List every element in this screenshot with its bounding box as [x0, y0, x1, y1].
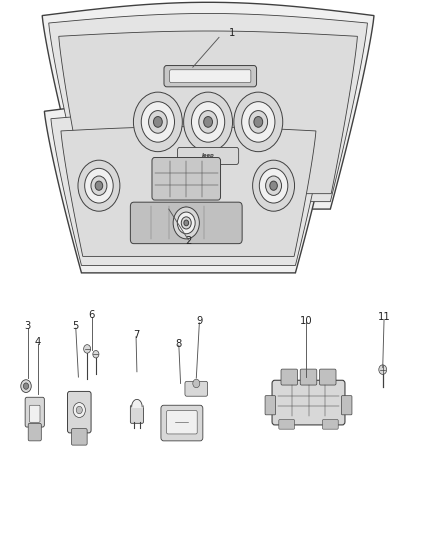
Text: 9: 9 [196, 316, 202, 326]
Text: 1: 1 [229, 28, 235, 38]
FancyBboxPatch shape [131, 405, 144, 423]
Circle shape [23, 383, 28, 389]
Circle shape [141, 102, 174, 142]
FancyBboxPatch shape [319, 369, 336, 385]
Circle shape [76, 406, 82, 414]
Circle shape [191, 102, 225, 142]
Circle shape [93, 351, 99, 358]
FancyBboxPatch shape [67, 391, 91, 433]
FancyBboxPatch shape [265, 395, 276, 415]
Circle shape [193, 379, 200, 387]
FancyBboxPatch shape [272, 380, 345, 425]
FancyBboxPatch shape [279, 419, 294, 429]
Text: 3: 3 [25, 321, 31, 331]
Polygon shape [42, 2, 374, 209]
Circle shape [148, 110, 167, 133]
Text: 8: 8 [176, 338, 182, 349]
Circle shape [265, 176, 282, 196]
Circle shape [254, 117, 263, 127]
Circle shape [173, 207, 199, 239]
Polygon shape [61, 127, 316, 256]
Circle shape [153, 117, 162, 127]
Circle shape [73, 402, 85, 417]
Circle shape [270, 181, 277, 190]
Circle shape [91, 176, 107, 196]
Circle shape [134, 92, 182, 152]
Text: 7: 7 [133, 329, 139, 340]
Circle shape [204, 117, 212, 127]
Text: 4: 4 [35, 337, 41, 347]
FancyBboxPatch shape [152, 158, 220, 200]
Circle shape [242, 102, 275, 142]
Circle shape [379, 365, 387, 374]
FancyBboxPatch shape [281, 369, 297, 385]
Circle shape [259, 168, 288, 203]
FancyBboxPatch shape [322, 419, 338, 429]
Polygon shape [49, 13, 367, 201]
Circle shape [249, 110, 268, 133]
Polygon shape [51, 111, 326, 265]
FancyBboxPatch shape [166, 410, 197, 434]
Circle shape [95, 181, 102, 190]
Circle shape [78, 160, 120, 211]
FancyBboxPatch shape [131, 202, 242, 244]
FancyBboxPatch shape [185, 381, 208, 396]
Text: 6: 6 [88, 310, 95, 320]
Text: Jeep: Jeep [202, 154, 215, 158]
Text: 11: 11 [378, 312, 390, 322]
Circle shape [84, 345, 91, 353]
Circle shape [199, 110, 217, 133]
Circle shape [253, 160, 294, 211]
FancyBboxPatch shape [71, 429, 87, 445]
FancyBboxPatch shape [161, 405, 203, 441]
FancyBboxPatch shape [170, 70, 251, 83]
Polygon shape [59, 31, 357, 193]
Circle shape [85, 168, 113, 203]
Circle shape [184, 92, 233, 152]
Circle shape [177, 212, 195, 234]
Text: 5: 5 [73, 321, 79, 331]
Circle shape [184, 220, 189, 226]
FancyBboxPatch shape [164, 66, 257, 87]
FancyBboxPatch shape [177, 148, 239, 165]
FancyBboxPatch shape [300, 369, 317, 385]
FancyBboxPatch shape [29, 405, 40, 422]
Text: 2: 2 [185, 236, 191, 246]
Circle shape [181, 217, 191, 229]
FancyBboxPatch shape [28, 423, 41, 441]
Polygon shape [44, 100, 332, 273]
Circle shape [21, 379, 31, 392]
Text: 10: 10 [300, 316, 313, 326]
Circle shape [234, 92, 283, 152]
FancyBboxPatch shape [25, 397, 44, 427]
FancyBboxPatch shape [342, 395, 352, 415]
